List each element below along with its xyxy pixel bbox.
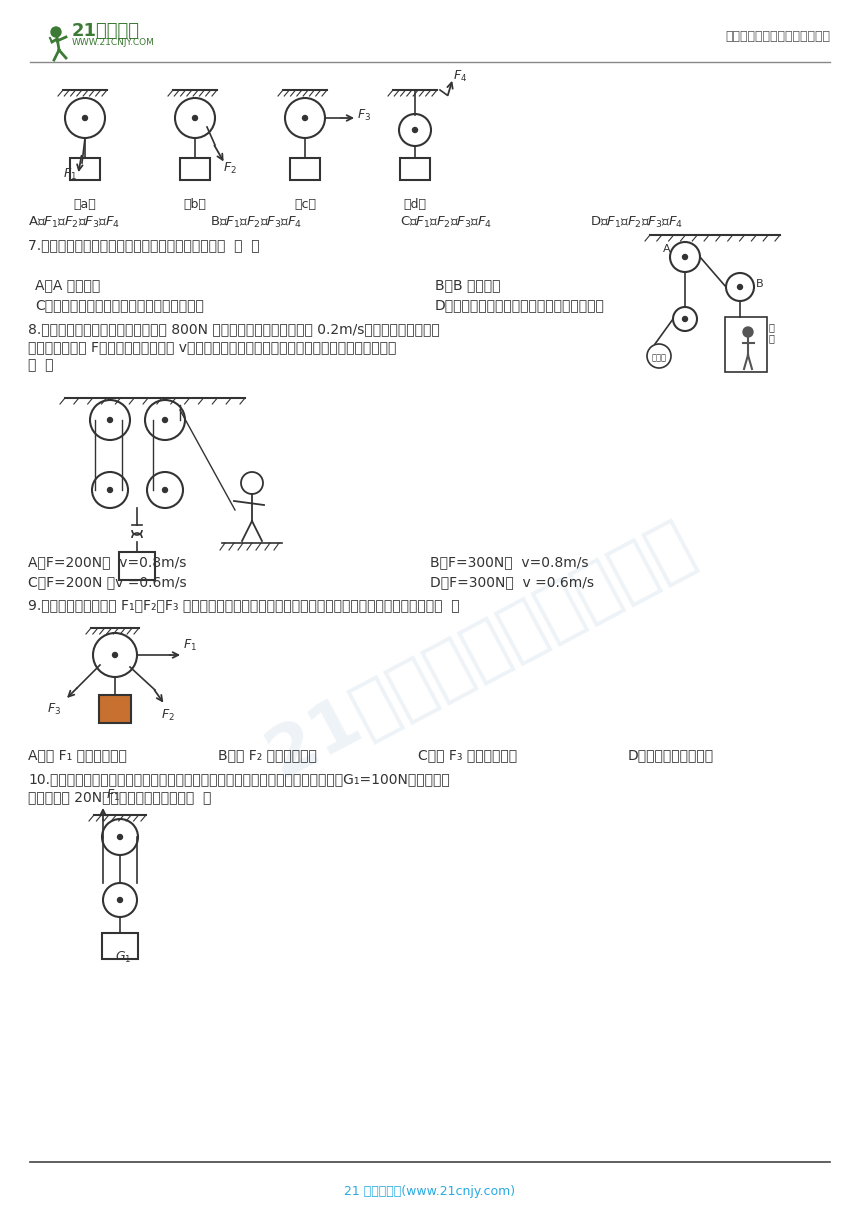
Bar bbox=[119, 552, 155, 580]
Circle shape bbox=[83, 116, 88, 120]
Bar bbox=[290, 158, 320, 180]
Text: 轮重力均为 20N，则下列说法正确的是（  ）: 轮重力均为 20N，则下列说法正确的是（ ） bbox=[28, 790, 212, 804]
Text: 电
梯: 电 梯 bbox=[769, 322, 775, 344]
Circle shape bbox=[108, 417, 113, 422]
Circle shape bbox=[51, 27, 61, 36]
Text: 9.如图所示，分别沿力 F₁、F₂、F₃ 的方向用力匀速提升物体时，关于三个力的大小，下列说法正确的是（  ）: 9.如图所示，分别沿力 F₁、F₂、F₃ 的方向用力匀速提升物体时，关于三个力的… bbox=[28, 598, 459, 612]
Circle shape bbox=[303, 116, 308, 120]
Circle shape bbox=[108, 488, 113, 492]
Circle shape bbox=[118, 834, 122, 839]
Text: D．三个力的大小相等: D．三个力的大小相等 bbox=[628, 748, 714, 762]
Circle shape bbox=[113, 653, 118, 658]
Text: 中小学教育资源及组卷应用平台: 中小学教育资源及组卷应用平台 bbox=[725, 30, 830, 43]
Text: $G_1$: $G_1$ bbox=[115, 950, 132, 966]
Circle shape bbox=[163, 417, 168, 422]
Text: （c）: （c） bbox=[294, 198, 316, 212]
Bar bbox=[725, 317, 767, 372]
Bar bbox=[400, 158, 430, 180]
Text: C．F=200N ，v =0.6m/s: C．F=200N ，v =0.6m/s bbox=[28, 575, 187, 589]
Text: C．沿 F₃ 方向的力最小: C．沿 F₃ 方向的力最小 bbox=[418, 748, 517, 762]
Text: A．$F_1$＜$F_2$＜$F_3$＜$F_4$: A．$F_1$＜$F_2$＜$F_3$＜$F_4$ bbox=[28, 215, 120, 230]
Bar bbox=[70, 158, 100, 180]
Text: $F_2$: $F_2$ bbox=[161, 708, 175, 724]
Circle shape bbox=[743, 327, 753, 337]
Text: A．F=200N，  v=0.8m/s: A．F=200N， v=0.8m/s bbox=[28, 554, 187, 569]
Text: WWW.21CNJY.COM: WWW.21CNJY.COM bbox=[72, 38, 155, 47]
Bar bbox=[102, 933, 138, 959]
Text: （b）: （b） bbox=[183, 198, 206, 212]
Text: A: A bbox=[663, 244, 671, 254]
Circle shape bbox=[683, 316, 687, 321]
Text: 21 世纪教育网(www.21cnjy.com): 21 世纪教育网(www.21cnjy.com) bbox=[345, 1186, 515, 1198]
Text: （  ）: （ ） bbox=[28, 358, 53, 372]
Circle shape bbox=[163, 488, 168, 492]
Text: B．B 是定滑轮: B．B 是定滑轮 bbox=[435, 278, 501, 292]
Text: 10.如图所示，不计绳子的质量和一切摩擦作用，整个系统处于静止平衡状态。重物G₁=100N，每一个滑: 10.如图所示，不计绳子的质量和一切摩擦作用，整个系统处于静止平衡状态。重物G₁… bbox=[28, 772, 450, 786]
Text: （d）: （d） bbox=[403, 198, 427, 212]
Circle shape bbox=[193, 116, 198, 120]
Text: 8.工人用如图所示的滑轮组提升重为 800N 的物体，物体上升的速度为 0.2m/s，工人对滑轮组绳子: 8.工人用如图所示的滑轮组提升重为 800N 的物体，物体上升的速度为 0.2m… bbox=[28, 322, 439, 336]
Text: $F_1$: $F_1$ bbox=[63, 167, 77, 181]
Text: $F_1$: $F_1$ bbox=[106, 788, 120, 803]
Text: A．A 是动滑轮: A．A 是动滑轮 bbox=[35, 278, 101, 292]
Text: $F_1$: $F_1$ bbox=[183, 638, 197, 653]
Text: $F_4$: $F_4$ bbox=[453, 68, 467, 84]
Text: D．$F_1$＝$F_2$＝$F_3$＞$F_4$: D．$F_1$＝$F_2$＝$F_3$＞$F_4$ bbox=[590, 215, 684, 230]
Text: （a）: （a） bbox=[74, 198, 96, 212]
Text: B．沿 F₂ 方向的力最小: B．沿 F₂ 方向的力最小 bbox=[218, 748, 316, 762]
Text: B: B bbox=[756, 278, 764, 289]
Circle shape bbox=[738, 285, 742, 289]
Bar bbox=[99, 696, 131, 724]
Text: B．F=300N，  v=0.8m/s: B．F=300N， v=0.8m/s bbox=[430, 554, 588, 569]
Bar bbox=[180, 158, 210, 180]
Text: B．$F_1$＞$F_2$＞$F_3$＞$F_4$: B．$F_1$＞$F_2$＞$F_3$＞$F_4$ bbox=[210, 215, 302, 230]
Text: $F_3$: $F_3$ bbox=[47, 702, 61, 717]
Text: D．电梯运动的速度与电动机拉绳的速度相等: D．电梯运动的速度与电动机拉绳的速度相等 bbox=[435, 298, 605, 313]
Text: 7.某同学设计了一种如图所示的简易电梯，由图可知  （  ）: 7.某同学设计了一种如图所示的简易电梯，由图可知 （ ） bbox=[28, 238, 260, 252]
Text: D．F=300N，  v =0.6m/s: D．F=300N， v =0.6m/s bbox=[430, 575, 594, 589]
Text: C．$F_1$＝$F_2$＝$F_3$＜$F_4$: C．$F_1$＝$F_2$＝$F_3$＜$F_4$ bbox=[400, 215, 492, 230]
Circle shape bbox=[683, 254, 687, 259]
Text: C．如果电动机向下拉动绳子，电梯厢将上升: C．如果电动机向下拉动绳子，电梯厢将上升 bbox=[35, 298, 204, 313]
Text: $F_2$: $F_2$ bbox=[223, 161, 237, 175]
Text: A．沿 F₁ 方向的力最小: A．沿 F₁ 方向的力最小 bbox=[28, 748, 127, 762]
Text: 21世纪教育网精选资质: 21世纪教育网精选资质 bbox=[255, 510, 704, 790]
Text: $F_3$: $F_3$ bbox=[357, 107, 371, 123]
Text: 电动机: 电动机 bbox=[652, 354, 666, 362]
Text: 21世纪教育: 21世纪教育 bbox=[72, 22, 140, 40]
Circle shape bbox=[413, 128, 417, 133]
Text: 自由端的拉力为 F，拉力移动的速度为 v，若考虑动滑轮重，摩擦等因素，下列各组值中可能的是: 自由端的拉力为 F，拉力移动的速度为 v，若考虑动滑轮重，摩擦等因素，下列各组值… bbox=[28, 340, 396, 354]
Circle shape bbox=[118, 897, 122, 902]
